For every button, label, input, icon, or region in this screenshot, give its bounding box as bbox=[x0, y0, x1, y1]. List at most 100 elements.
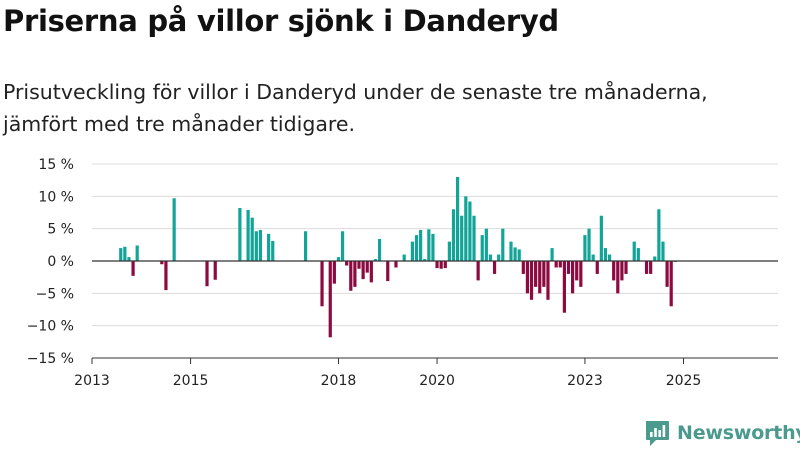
bar bbox=[669, 261, 673, 307]
y-tick-label: 15 % bbox=[38, 157, 74, 173]
bar bbox=[340, 231, 345, 261]
bar bbox=[267, 233, 271, 261]
bar bbox=[579, 261, 583, 287]
bar bbox=[534, 261, 538, 287]
bar bbox=[135, 245, 139, 261]
bar bbox=[205, 261, 209, 287]
bar-chart: 15 % 10 % 5 % 0 % −5 % −10 % −15 %2013 2015 2018… bbox=[27, 150, 778, 389]
bar bbox=[484, 228, 488, 261]
bar bbox=[517, 249, 521, 261]
bar bbox=[661, 241, 665, 261]
bar bbox=[386, 261, 390, 282]
bar bbox=[394, 261, 398, 268]
bar bbox=[402, 254, 406, 261]
bar bbox=[472, 215, 476, 261]
bar bbox=[492, 261, 497, 274]
bar bbox=[566, 261, 571, 274]
bar bbox=[423, 259, 427, 261]
bar bbox=[538, 261, 542, 294]
bar bbox=[160, 261, 164, 265]
bar bbox=[328, 261, 332, 338]
bar bbox=[632, 241, 636, 261]
bar bbox=[653, 256, 657, 261]
bar bbox=[254, 231, 258, 261]
brand-name: Newsworthy bbox=[677, 422, 800, 444]
brand-logo: Newsworthy bbox=[644, 418, 800, 448]
bar bbox=[644, 261, 649, 274]
bar bbox=[451, 209, 456, 261]
bar bbox=[213, 261, 217, 280]
bar bbox=[525, 261, 530, 294]
bar bbox=[546, 261, 550, 300]
bar bbox=[427, 229, 431, 261]
y-tick-label: −10 % bbox=[27, 319, 74, 335]
bar bbox=[443, 261, 447, 269]
bar bbox=[332, 261, 336, 284]
x-tick-label: 2020 bbox=[419, 373, 455, 389]
y-tick-label: 5 % bbox=[47, 222, 74, 238]
bar bbox=[460, 215, 464, 261]
bar bbox=[501, 228, 505, 261]
bar bbox=[464, 196, 468, 261]
bar bbox=[575, 261, 579, 281]
y-tick-label: 10 % bbox=[38, 189, 74, 205]
axes bbox=[91, 357, 778, 364]
bar bbox=[468, 201, 472, 261]
bar bbox=[250, 217, 254, 261]
bar bbox=[554, 261, 558, 268]
bar bbox=[550, 248, 554, 261]
bar bbox=[649, 261, 653, 274]
y-tick-label: −15 % bbox=[27, 351, 74, 367]
bar bbox=[558, 261, 562, 268]
bar bbox=[373, 259, 378, 261]
bar bbox=[476, 261, 480, 281]
bar bbox=[127, 257, 131, 261]
bar bbox=[246, 209, 250, 261]
bar bbox=[591, 254, 595, 261]
bar bbox=[583, 235, 587, 261]
bar bbox=[349, 261, 353, 291]
bar bbox=[620, 261, 624, 281]
bar bbox=[172, 198, 176, 261]
bar bbox=[599, 215, 603, 261]
bar bbox=[119, 248, 123, 261]
bar bbox=[595, 261, 599, 274]
bar bbox=[447, 241, 451, 261]
newsworthy-logo-icon bbox=[646, 421, 669, 446]
bar bbox=[123, 246, 127, 261]
bar bbox=[665, 261, 669, 287]
bar bbox=[562, 261, 566, 313]
bar bbox=[509, 241, 513, 261]
bar bbox=[435, 261, 439, 269]
bar bbox=[587, 228, 591, 261]
bar bbox=[624, 261, 628, 274]
bar bbox=[521, 261, 525, 274]
bar bbox=[164, 261, 168, 291]
bar bbox=[369, 261, 373, 283]
bar bbox=[488, 254, 493, 261]
bar bbox=[480, 235, 484, 261]
bar bbox=[431, 233, 435, 261]
bar bbox=[607, 254, 612, 261]
x-tick-label: 2013 bbox=[74, 373, 110, 389]
bar bbox=[131, 261, 135, 276]
chart-subtitle: Prisutveckling för villor i Danderyd und… bbox=[3, 80, 708, 136]
bar bbox=[238, 207, 242, 261]
y-tick-label: 0 % bbox=[47, 254, 74, 270]
bar bbox=[361, 261, 365, 280]
bar bbox=[455, 176, 460, 261]
x-tick-label: 2025 bbox=[666, 373, 702, 389]
bar bbox=[414, 235, 419, 261]
bar bbox=[529, 261, 534, 300]
gridlines bbox=[92, 163, 778, 327]
bar bbox=[612, 261, 616, 281]
bar bbox=[357, 261, 361, 269]
bar bbox=[336, 257, 341, 261]
bar bbox=[353, 261, 357, 287]
bar bbox=[603, 248, 608, 261]
bar bbox=[542, 261, 546, 287]
bar bbox=[258, 229, 263, 261]
chart-title: Priserna på villor sjönk i Danderyd bbox=[3, 4, 559, 38]
bar bbox=[365, 261, 369, 273]
bar bbox=[410, 241, 415, 261]
